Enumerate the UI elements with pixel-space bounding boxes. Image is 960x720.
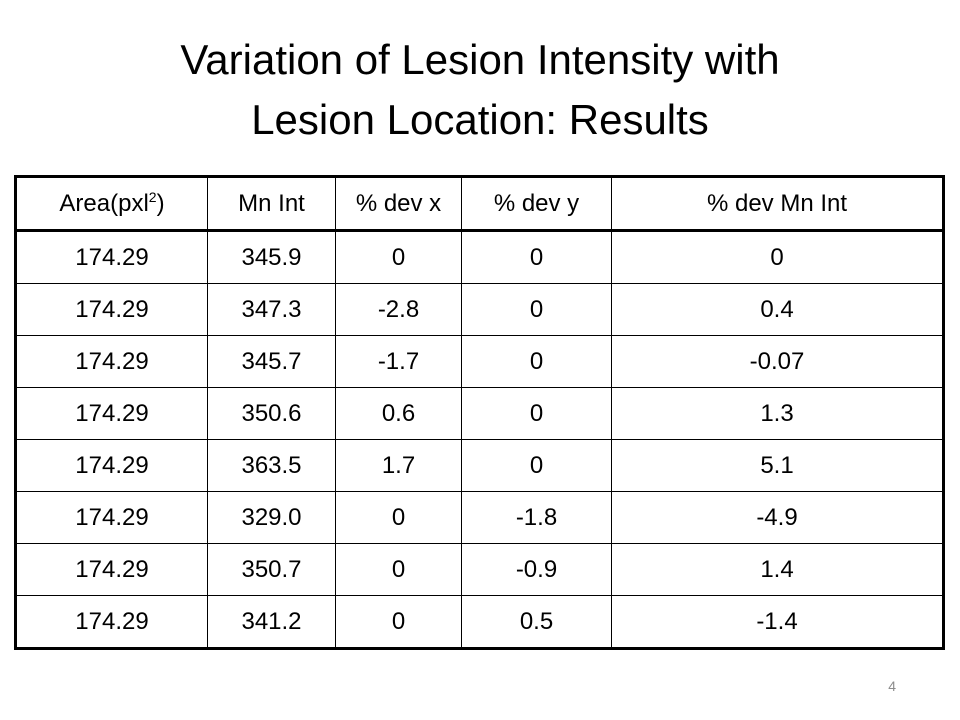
cell-dev-mn-int: 0 — [611, 230, 944, 284]
cell-dev-mn-int: 1.4 — [611, 543, 944, 596]
cell-area: 174.29 — [15, 491, 208, 544]
cell-mn-int: 363.5 — [207, 439, 336, 492]
slide-title: Variation of Lesion Intensity with Lesio… — [60, 30, 900, 150]
cell-mn-int: 345.9 — [207, 230, 336, 284]
cell-dev-x: 0 — [335, 595, 462, 649]
cell-dev-y: 0 — [461, 335, 612, 388]
cell-dev-mn-int: -4.9 — [611, 491, 944, 544]
cell-mn-int: 345.7 — [207, 335, 336, 388]
cell-dev-x: 0 — [335, 543, 462, 596]
cell-area: 174.29 — [15, 387, 208, 440]
cell-area: 174.29 — [15, 439, 208, 492]
cell-dev-y: -1.8 — [461, 491, 612, 544]
table-header-row: Area(pxl2) Mn Int % dev x % dev y % dev … — [15, 176, 944, 232]
cell-dev-mn-int: 0.4 — [611, 283, 944, 336]
header-dev-x: % dev x — [335, 176, 462, 232]
cell-dev-x: -2.8 — [335, 283, 462, 336]
cell-dev-x: 0.6 — [335, 387, 462, 440]
cell-dev-y: -0.9 — [461, 543, 612, 596]
cell-mn-int: 341.2 — [207, 595, 336, 649]
cell-area: 174.29 — [15, 335, 208, 388]
table-row: 174.29 363.5 1.7 0 5.1 — [15, 439, 944, 492]
cell-mn-int: 347.3 — [207, 283, 336, 336]
cell-dev-y: 0 — [461, 439, 612, 492]
cell-mn-int: 329.0 — [207, 491, 336, 544]
table-row: 174.29 345.9 0 0 0 — [15, 230, 944, 284]
cell-dev-x: -1.7 — [335, 335, 462, 388]
cell-area: 174.29 — [15, 230, 208, 284]
cell-mn-int: 350.7 — [207, 543, 336, 596]
cell-dev-y: 0 — [461, 387, 612, 440]
header-dev-y: % dev y — [461, 176, 612, 232]
table-row: 174.29 341.2 0 0.5 -1.4 — [15, 595, 944, 649]
cell-area: 174.29 — [15, 283, 208, 336]
cell-dev-mn-int: -1.4 — [611, 595, 944, 649]
header-dev-mn-int: % dev Mn Int — [611, 176, 944, 232]
cell-area: 174.29 — [15, 595, 208, 649]
table-row: 174.29 350.7 0 -0.9 1.4 — [15, 543, 944, 596]
cell-dev-mn-int: 5.1 — [611, 439, 944, 492]
slide-title-line-1: Variation of Lesion Intensity with — [180, 36, 780, 83]
cell-dev-y: 0 — [461, 230, 612, 284]
page-number: 4 — [888, 678, 896, 694]
cell-dev-x: 0 — [335, 491, 462, 544]
results-table: Area(pxl2) Mn Int % dev x % dev y % dev … — [14, 175, 945, 650]
cell-dev-mn-int: 1.3 — [611, 387, 944, 440]
cell-dev-mn-int: -0.07 — [611, 335, 944, 388]
cell-dev-y: 0 — [461, 283, 612, 336]
table-row: 174.29 345.7 -1.7 0 -0.07 — [15, 335, 944, 388]
cell-mn-int: 350.6 — [207, 387, 336, 440]
cell-dev-x: 0 — [335, 230, 462, 284]
header-area: Area(pxl2) — [15, 176, 208, 232]
table-row: 174.29 329.0 0 -1.8 -4.9 — [15, 491, 944, 544]
table-row: 174.29 347.3 -2.8 0 0.4 — [15, 283, 944, 336]
table-row: 174.29 350.6 0.6 0 1.3 — [15, 387, 944, 440]
cell-dev-x: 1.7 — [335, 439, 462, 492]
slide-title-line-2: Lesion Location: Results — [251, 96, 709, 143]
cell-area: 174.29 — [15, 543, 208, 596]
cell-dev-y: 0.5 — [461, 595, 612, 649]
header-mn-int: Mn Int — [207, 176, 336, 232]
header-area-superscript: 2 — [148, 188, 157, 205]
